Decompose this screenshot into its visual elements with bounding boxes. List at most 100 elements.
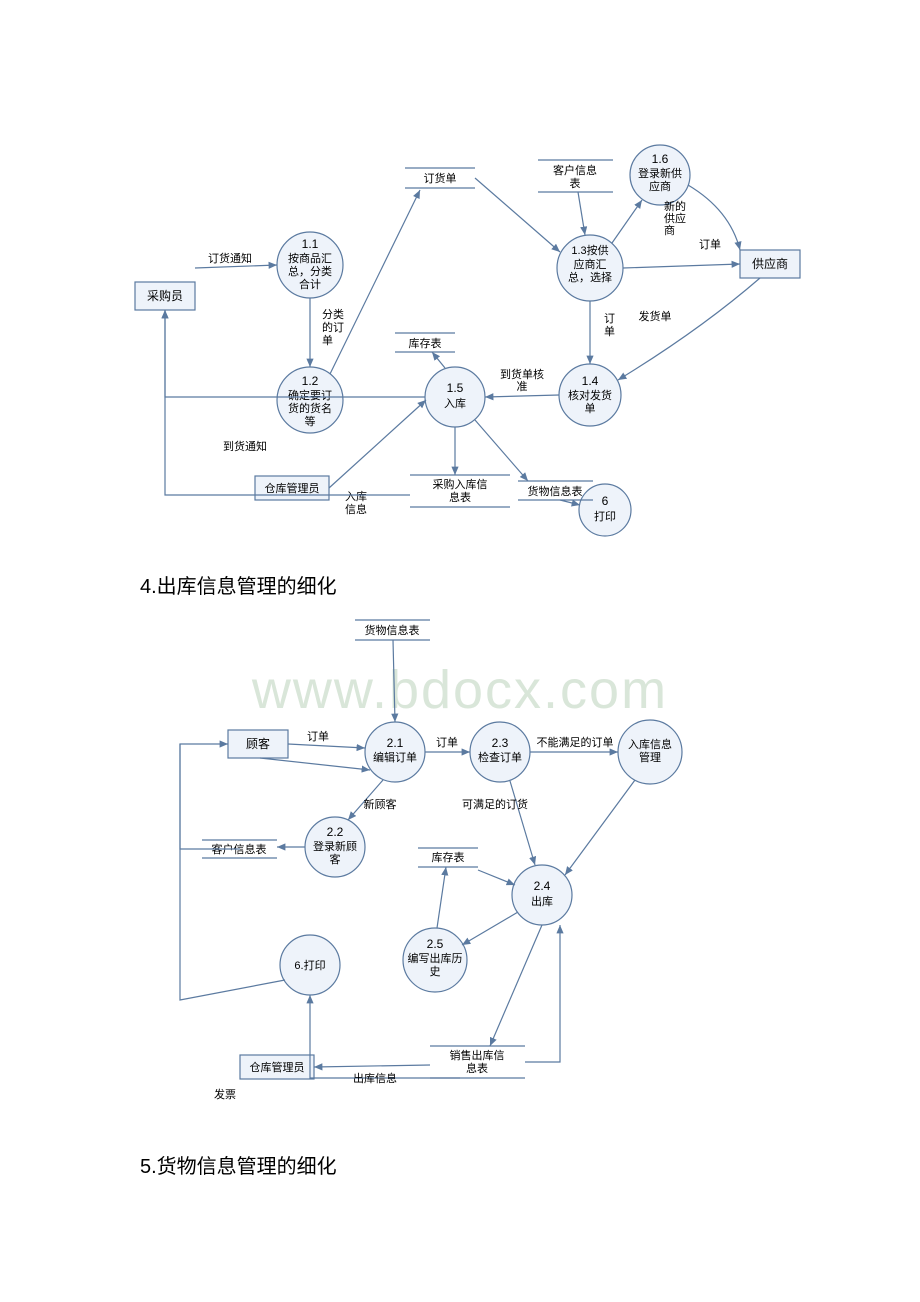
svg-text:2.1: 2.1 bbox=[387, 736, 404, 750]
svg-text:单: 单 bbox=[604, 325, 615, 338]
store-sale-out: 销售出库信 息表 bbox=[430, 1046, 525, 1078]
svg-text:销售出库信: 销售出库信 bbox=[450, 1048, 505, 1062]
svg-text:1.1: 1.1 bbox=[302, 237, 319, 251]
svg-text:应商: 应商 bbox=[649, 179, 671, 193]
process-2-1: 2.1 编辑订单 bbox=[365, 722, 425, 782]
process-1-2: 1.2 确定要订 货的货名 等 bbox=[277, 367, 343, 433]
svg-text:单: 单 bbox=[585, 402, 596, 415]
svg-text:的订: 的订 bbox=[322, 320, 344, 334]
process-1-5: 1.5 入库 bbox=[425, 367, 485, 427]
svg-text:等: 等 bbox=[305, 414, 316, 428]
process-1-4: 1.4 核对发货 单 bbox=[559, 364, 621, 426]
svg-text:登录新供: 登录新供 bbox=[638, 166, 682, 180]
svg-text:息表: 息表 bbox=[449, 490, 471, 504]
svg-text:表: 表 bbox=[570, 176, 581, 190]
process-2-3: 2.3 检查订单 bbox=[470, 722, 530, 782]
svg-text:6: 6 bbox=[602, 494, 609, 508]
process-6-print: 6.打印 bbox=[280, 935, 340, 995]
diagram-2: 顾客 仓库管理员 2.1 编辑订单 2.2 登录新顾 客 2.3 检查订单 2.… bbox=[0, 600, 920, 1140]
svg-text:仓库管理员: 仓库管理员 bbox=[265, 481, 320, 495]
process-2-2: 2.2 登录新顾 客 bbox=[305, 817, 365, 877]
svg-text:登录新顾: 登录新顾 bbox=[313, 839, 357, 853]
svg-text:编写出库历: 编写出库历 bbox=[408, 951, 463, 965]
svg-text:发货单: 发货单 bbox=[639, 309, 672, 323]
svg-text:6.打印: 6.打印 bbox=[294, 958, 325, 972]
entity-customer: 顾客 bbox=[228, 730, 288, 758]
svg-text:供应商: 供应商 bbox=[752, 256, 788, 271]
svg-text:订: 订 bbox=[604, 312, 615, 325]
svg-text:仓库管理员: 仓库管理员 bbox=[250, 1060, 305, 1074]
process-2-5: 2.5 编写出库历 史 bbox=[403, 928, 467, 992]
svg-text:总，分类: 总，分类 bbox=[288, 264, 332, 278]
svg-text:2.5: 2.5 bbox=[427, 937, 444, 951]
svg-text:信息: 信息 bbox=[345, 502, 367, 516]
svg-text:2.2: 2.2 bbox=[327, 825, 344, 839]
svg-text:检查订单: 检查订单 bbox=[478, 750, 522, 764]
svg-text:不能满足的订单: 不能满足的订单 bbox=[537, 735, 614, 749]
diagram-1: 采购员 供应商 仓库管理员 1.1 按商品汇 总，分类 合计 1.2 确定要订 … bbox=[0, 0, 920, 560]
svg-text:管理: 管理 bbox=[639, 750, 661, 764]
svg-text:到货通知: 到货通知 bbox=[223, 439, 267, 453]
svg-text:合计: 合计 bbox=[299, 277, 321, 291]
svg-text:可满足的订货: 可满足的订货 bbox=[462, 797, 528, 811]
svg-text:分类: 分类 bbox=[322, 307, 344, 321]
svg-text:订货单: 订货单 bbox=[424, 171, 457, 185]
svg-text:1.4: 1.4 bbox=[582, 374, 599, 388]
svg-text:订货通知: 订货通知 bbox=[208, 251, 252, 265]
svg-text:息表: 息表 bbox=[466, 1061, 488, 1075]
svg-text:入库信息: 入库信息 bbox=[628, 737, 672, 751]
svg-text:准: 准 bbox=[517, 380, 528, 393]
svg-text:订单: 订单 bbox=[699, 238, 721, 251]
svg-text:库存表: 库存表 bbox=[409, 336, 442, 350]
svg-text:货物信息表: 货物信息表 bbox=[365, 623, 420, 637]
entity-warehouse-mgr: 仓库管理员 bbox=[255, 476, 329, 500]
svg-text:客: 客 bbox=[330, 852, 341, 866]
store-cust-info: 客户信息 表 bbox=[538, 160, 613, 192]
svg-text:订单: 订单 bbox=[436, 736, 458, 749]
svg-text:入库: 入库 bbox=[345, 490, 367, 503]
svg-text:史: 史 bbox=[430, 965, 441, 978]
svg-text:1.3按供: 1.3按供 bbox=[571, 243, 608, 257]
store-goods-info-2: 货物信息表 bbox=[355, 620, 430, 640]
svg-text:出库信息: 出库信息 bbox=[353, 1071, 397, 1085]
svg-text:入库: 入库 bbox=[444, 397, 466, 410]
svg-text:新顾客: 新顾客 bbox=[364, 797, 397, 811]
svg-text:编辑订单: 编辑订单 bbox=[373, 750, 417, 764]
svg-text:货的货名: 货的货名 bbox=[288, 401, 332, 415]
store-purchase-in: 采购入库信 息表 bbox=[410, 475, 510, 507]
process-2-4: 2.4 出库 bbox=[512, 865, 572, 925]
svg-text:应商汇: 应商汇 bbox=[574, 257, 607, 271]
svg-text:2.3: 2.3 bbox=[492, 736, 509, 750]
svg-text:1.6: 1.6 bbox=[652, 152, 669, 166]
svg-text:客户信息: 客户信息 bbox=[553, 163, 597, 177]
svg-text:货物信息表: 货物信息表 bbox=[528, 484, 583, 498]
process-1-1: 1.1 按商品汇 总，分类 合计 bbox=[277, 232, 343, 298]
svg-text:出库: 出库 bbox=[531, 894, 553, 908]
svg-text:商: 商 bbox=[664, 223, 675, 237]
process-1-3: 1.3按供 应商汇 总，选择 bbox=[557, 235, 623, 301]
svg-text:采购入库信: 采购入库信 bbox=[433, 477, 488, 491]
svg-text:单: 单 bbox=[322, 334, 333, 347]
svg-text:顾客: 顾客 bbox=[246, 736, 270, 751]
process-1-6: 1.6 登录新供 应商 bbox=[630, 145, 690, 205]
heading-5: 5.货物信息管理的细化 bbox=[140, 1150, 337, 1179]
svg-text:1.2: 1.2 bbox=[302, 374, 319, 388]
svg-text:到货单核: 到货单核 bbox=[500, 367, 544, 381]
svg-text:确定要订: 确定要订 bbox=[288, 388, 332, 402]
svg-text:新的: 新的 bbox=[664, 199, 686, 213]
process-inbound-mgmt: 入库信息 管理 bbox=[618, 720, 682, 784]
svg-text:供应: 供应 bbox=[664, 211, 686, 225]
svg-text:订单: 订单 bbox=[307, 730, 329, 743]
store-goods-info: 货物信息表 bbox=[518, 481, 593, 500]
heading-4: 4.出库信息管理的细化 bbox=[140, 570, 337, 599]
svg-text:采购员: 采购员 bbox=[147, 288, 183, 303]
store-inventory: 库存表 bbox=[395, 333, 455, 352]
entity-warehouse-mgr-2: 仓库管理员 bbox=[240, 1055, 314, 1079]
entity-purchaser: 采购员 bbox=[135, 282, 195, 310]
svg-text:核对发货: 核对发货 bbox=[568, 388, 612, 402]
svg-text:发票: 发票 bbox=[214, 1087, 236, 1101]
svg-text:库存表: 库存表 bbox=[432, 850, 465, 864]
store-inventory-2: 库存表 bbox=[418, 848, 478, 867]
process-6: 6 打印 bbox=[579, 484, 631, 536]
entity-supplier: 供应商 bbox=[740, 250, 800, 278]
